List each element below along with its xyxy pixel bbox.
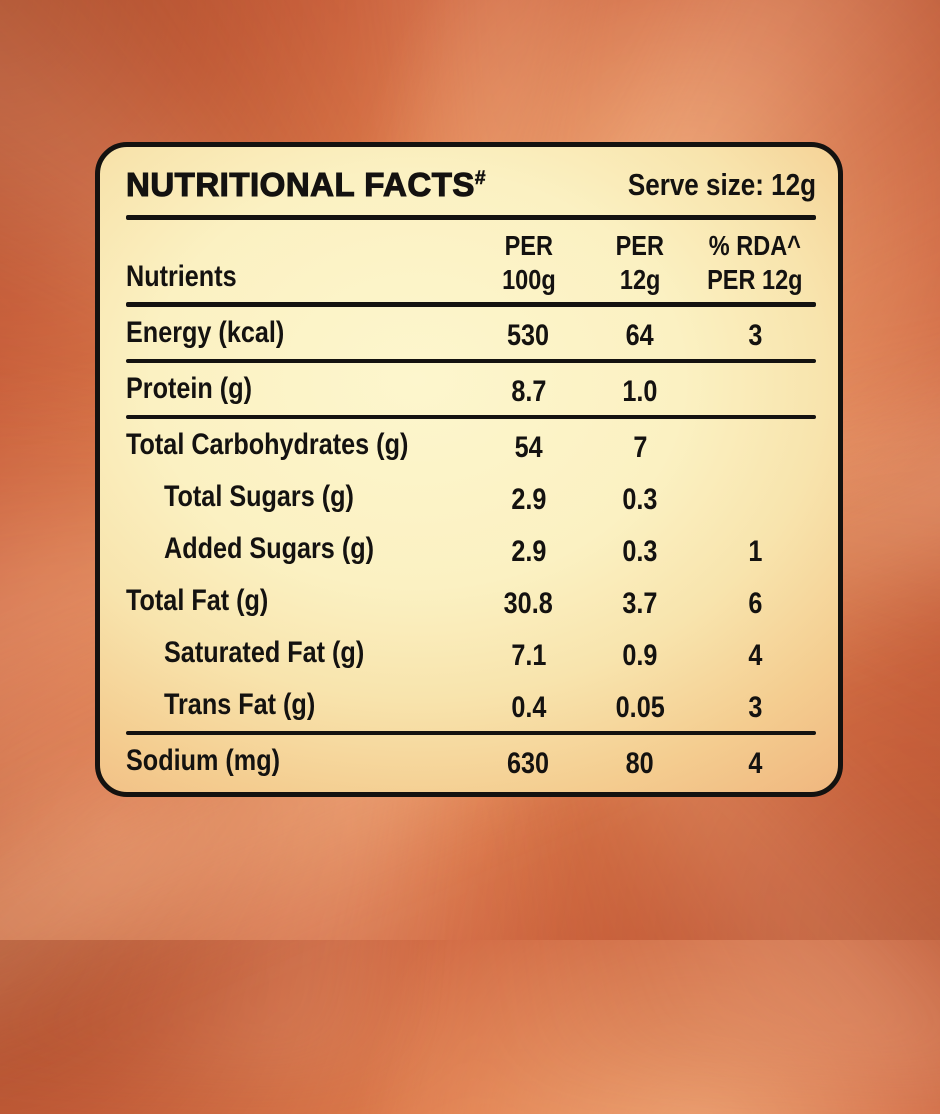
serve-size: Serve size: 12g	[592, 159, 816, 203]
panel-title: NUTRITIONAL FACTS#	[125, 158, 487, 204]
value-rda-per-12g	[694, 386, 816, 392]
value-per-100g: 2.9	[510, 535, 547, 568]
nutrient-label: Total Sugars (g)	[164, 480, 354, 513]
nutrient-label: Energy (kcal)	[126, 316, 285, 349]
value-per-100g: 7.1	[510, 639, 547, 672]
table-row: Energy (kcal) 530 64 3	[126, 307, 816, 359]
value-per-12g: 1.0	[622, 375, 658, 408]
value-per-12g: 0.3	[622, 535, 658, 568]
table-row: Protein (g) 8.7 1.0	[126, 363, 816, 415]
value-per-12g: 0.05	[615, 691, 665, 724]
table-row: Trans Fat (g) 0.4 0.05 3	[126, 679, 816, 731]
row-divider	[126, 415, 816, 419]
value-rda-per-12g	[694, 494, 816, 500]
value-rda-per-12g: 6	[747, 587, 763, 620]
header-divider	[126, 215, 816, 220]
column-header-divider	[126, 302, 816, 307]
nutrient-label: Protein (g)	[126, 372, 252, 405]
table-row: Saturated Fat (g) 7.1 0.9 4	[126, 627, 816, 679]
column-header-per-12g: PER 12g	[615, 230, 665, 295]
value-per-12g: 0.3	[622, 483, 658, 516]
value-per-100g: 54	[514, 431, 543, 464]
column-header-row: Nutrients PER 100g PER 12g % RDA^ PER 12…	[126, 220, 816, 302]
nutrient-label: Total Fat (g)	[126, 584, 269, 617]
column-header-per-100g: PER 100g	[501, 230, 556, 295]
row-divider	[126, 731, 816, 735]
value-per-100g: 2.9	[510, 483, 547, 516]
value-rda-per-12g: 3	[747, 691, 763, 724]
value-per-100g: 8.7	[510, 375, 547, 408]
table-row: Total Fat (g) 30.8 3.7 6	[126, 575, 816, 627]
value-per-12g: 3.7	[622, 587, 658, 620]
value-per-100g: 0.4	[510, 691, 547, 724]
nutrition-facts-panel: NUTRITIONAL FACTS# Serve size: 12g Nutri…	[95, 142, 843, 797]
nutrient-label: Sodium (mg)	[126, 744, 280, 777]
table-row: Added Sugars (g) 2.9 0.3 1	[126, 523, 816, 575]
value-rda-per-12g: 3	[747, 319, 763, 352]
column-header-rda-per-12g: % RDA^ PER 12g	[707, 230, 803, 295]
nutrients-column-header: Nutrients	[126, 260, 237, 293]
value-per-100g: 630	[507, 747, 550, 780]
table-row: Total Sugars (g) 2.9 0.3	[126, 471, 816, 523]
nutrient-label: Total Carbohydrates (g)	[126, 428, 409, 461]
serve-size-text: Serve size: 12g	[627, 167, 816, 202]
value-per-12g: 7	[632, 431, 648, 464]
value-per-12g: 0.9	[622, 639, 658, 672]
value-per-12g: 80	[625, 747, 655, 780]
value-rda-per-12g: 4	[747, 747, 763, 780]
nutrient-label: Saturated Fat (g)	[164, 636, 365, 669]
value-rda-per-12g: 1	[747, 535, 763, 568]
row-divider	[126, 359, 816, 363]
value-rda-per-12g	[694, 442, 816, 448]
nutrient-label: Trans Fat (g)	[164, 688, 316, 721]
nutrition-rows: Energy (kcal) 530 64 3 Protein (g) 8.7 1.0 Tota…	[126, 307, 816, 787]
value-per-12g: 64	[625, 319, 655, 352]
value-per-100g: 30.8	[503, 587, 554, 620]
table-row: Total Carbohydrates (g) 54 7	[126, 419, 816, 471]
value-per-100g: 530	[507, 319, 550, 352]
title-superscript: #	[474, 168, 487, 190]
panel-header: NUTRITIONAL FACTS# Serve size: 12g	[125, 147, 816, 215]
table-row: Sodium (mg) 630 80 4	[126, 735, 816, 787]
panel-title-text: NUTRITIONAL FACTS	[125, 165, 475, 203]
value-rda-per-12g: 4	[747, 639, 763, 672]
nutrient-label: Added Sugars (g)	[164, 532, 375, 565]
